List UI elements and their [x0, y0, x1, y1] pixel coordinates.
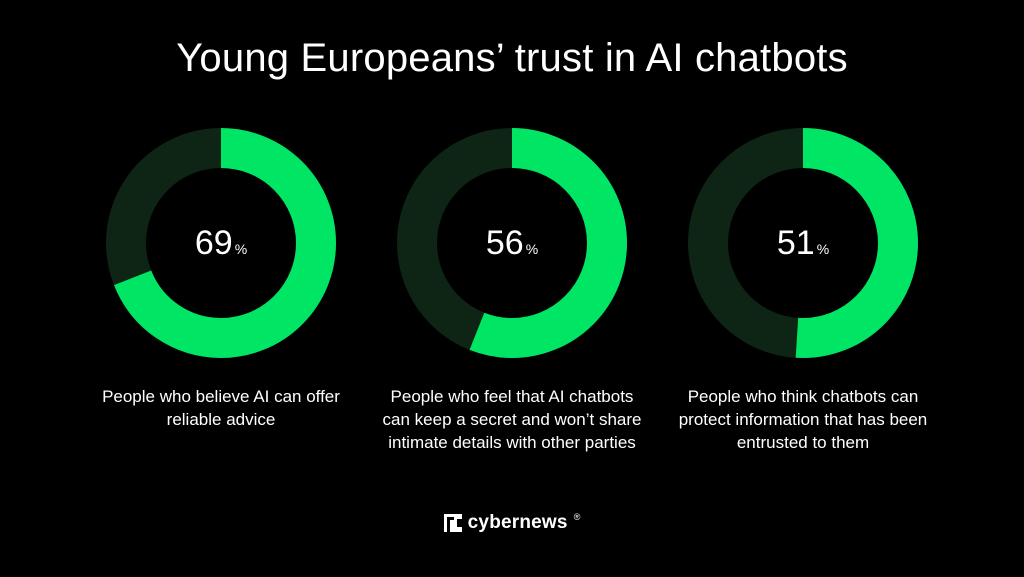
cybernews-logo-icon [443, 514, 462, 532]
donut-svg [688, 128, 918, 358]
registered-mark: ® [573, 512, 581, 522]
brand-name: cybernews [467, 512, 568, 533]
donut-value-arc [106, 128, 336, 358]
page-title: Young Europeans’ trust in AI chatbots [176, 36, 848, 80]
donut-svg [106, 128, 336, 358]
donut-value-arc [397, 128, 627, 358]
donut-svg [397, 128, 627, 358]
brand-logo: cybernews ® [0, 512, 1024, 534]
donut-chart-protect-information: 51% [688, 128, 918, 358]
donut-caption: People who think chatbots can protect in… [678, 387, 928, 452]
donut-caption: People who believe AI can offer reliable… [102, 387, 340, 429]
donut-chart-reliable-advice: 69% [106, 128, 336, 358]
donut-chart-keep-secret: 56% [397, 128, 627, 358]
donut-value-arc [688, 128, 918, 358]
donut-caption: People who feel that AI chatbots can kee… [382, 387, 642, 452]
